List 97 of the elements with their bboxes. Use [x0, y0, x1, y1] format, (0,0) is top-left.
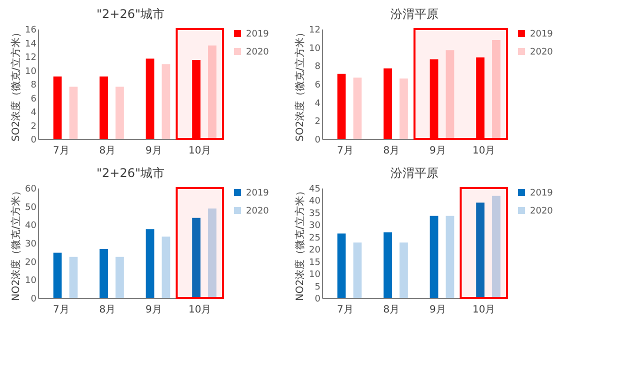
- y-tick-label: 45: [309, 184, 320, 194]
- bar: [446, 216, 454, 298]
- legend-label: 2020: [246, 206, 270, 216]
- bar: [116, 86, 124, 139]
- bar: [162, 236, 170, 298]
- y-tick-label: 30: [25, 240, 37, 250]
- bar: [492, 40, 500, 139]
- y-tick-label: 8: [314, 62, 321, 72]
- x-tick-label: 8月: [99, 146, 116, 156]
- x-tick-label: 7月: [336, 146, 354, 156]
- y-tick-label: 40: [309, 196, 321, 207]
- bar: [384, 68, 392, 139]
- y-tick-label: 10: [309, 270, 321, 280]
- legend-label: 2019: [530, 30, 554, 40]
- y-tick-label: 40: [25, 221, 37, 232]
- legend-label: 2020: [530, 48, 554, 58]
- y-tick-label: 30: [309, 221, 321, 232]
- y-tick-label: 2: [314, 117, 320, 128]
- bar: [208, 46, 216, 139]
- y-tick-label: 35: [309, 208, 320, 219]
- legend-label: 2020: [246, 48, 270, 58]
- y-axis-title: SO2浓度（微克/立方米）: [10, 28, 22, 142]
- y-tick-label: 0: [314, 136, 321, 146]
- y-tick-label: 60: [25, 184, 37, 194]
- chart-title: "2+26"城市: [96, 166, 164, 180]
- x-tick-label: 10月: [188, 146, 212, 156]
- x-tick-label: 7月: [336, 304, 354, 316]
- y-tick-label: 6: [30, 94, 37, 104]
- bar: [353, 78, 362, 139]
- bar: [384, 232, 392, 298]
- bar: [430, 59, 438, 139]
- bar: [116, 256, 124, 298]
- y-tick-label: 0: [30, 294, 37, 304]
- bar: [446, 50, 454, 139]
- chart-title: 汾渭平原: [390, 7, 438, 21]
- y-tick-label: 5: [314, 282, 320, 292]
- bar: [192, 218, 200, 298]
- y-tick-label: 12: [25, 53, 36, 63]
- y-tick-label: 0: [30, 136, 37, 146]
- y-tick-label: 2: [30, 122, 36, 132]
- x-tick-label: 8月: [99, 304, 116, 316]
- x-tick-label: 8月: [383, 146, 400, 156]
- y-tick-label: 10: [25, 66, 37, 77]
- x-tick-label: 9月: [145, 304, 162, 316]
- bar: [100, 76, 108, 139]
- y-axis-title: NO2浓度（微克/立方米）: [10, 186, 22, 302]
- x-tick-label: 7月: [52, 304, 70, 316]
- bar: [208, 208, 216, 298]
- y-axis-title: SO2浓度（微克/立方米）: [294, 28, 306, 142]
- x-tick-label: 9月: [145, 146, 162, 156]
- bar: [337, 233, 346, 298]
- bar: [400, 242, 408, 298]
- x-tick-label: 9月: [429, 304, 446, 316]
- x-tick-label: 9月: [429, 146, 446, 156]
- chart-title: 汾渭平原: [390, 166, 438, 180]
- y-tick-label: 12: [309, 26, 320, 36]
- y-tick-label: 14: [25, 39, 37, 50]
- y-tick-label: 16: [25, 26, 37, 36]
- y-tick-label: 6: [314, 80, 321, 90]
- legend-label: 2019: [246, 30, 270, 40]
- y-tick-label: 8: [30, 80, 37, 90]
- x-tick-label: 7月: [52, 146, 70, 156]
- bar: [100, 249, 108, 298]
- y-tick-label: 25: [309, 233, 320, 244]
- chart-title: "2+26"城市: [96, 7, 164, 21]
- y-tick-label: 20: [309, 246, 321, 256]
- bar: [192, 60, 200, 139]
- y-tick-label: 0: [314, 294, 321, 304]
- y-tick-label: 10: [25, 276, 37, 286]
- legend-label: 2020: [530, 206, 554, 216]
- bar: [353, 242, 362, 298]
- bar: [69, 256, 78, 298]
- legend-label: 2019: [246, 188, 270, 198]
- y-tick-label: 4: [314, 98, 321, 109]
- x-tick-label: 10月: [472, 304, 496, 316]
- bar: [476, 202, 484, 298]
- bar: [430, 216, 438, 298]
- bar: [492, 196, 500, 298]
- bar: [53, 76, 62, 139]
- y-tick-label: 50: [25, 202, 37, 213]
- bar: [146, 58, 154, 139]
- bar: [476, 57, 484, 139]
- x-tick-label: 8月: [383, 304, 400, 316]
- y-tick-label: 20: [25, 258, 37, 268]
- bar: [146, 229, 154, 298]
- y-tick-label: 4: [30, 108, 37, 118]
- legend-label: 2019: [530, 188, 554, 198]
- y-axis-title: NO2浓度（微克/立方米）: [294, 186, 306, 302]
- bar: [69, 86, 78, 139]
- x-tick-label: 10月: [472, 146, 496, 156]
- y-tick-label: 10: [309, 44, 321, 54]
- bar: [162, 64, 170, 139]
- y-tick-label: 15: [309, 258, 320, 268]
- bar: [337, 74, 346, 139]
- x-tick-label: 10月: [188, 304, 212, 316]
- bar: [53, 252, 62, 298]
- bar: [400, 78, 408, 139]
